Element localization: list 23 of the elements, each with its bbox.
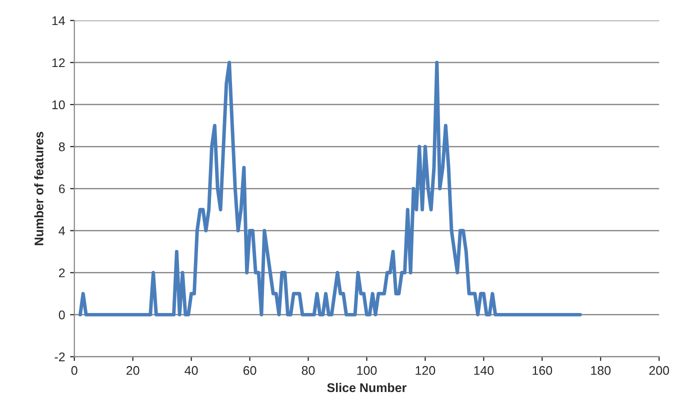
y-tick-label: 2: [59, 268, 65, 278]
x-tick-label: 80: [302, 366, 315, 375]
x-tick-label: 140: [474, 366, 494, 375]
y-tick-label: 10: [52, 100, 65, 110]
x-tick-label: 160: [532, 366, 552, 375]
y-tick-label: 8: [58, 142, 65, 152]
y-tick-label: -2: [54, 352, 65, 362]
x-axis-title: Slice Number: [327, 382, 406, 392]
y-tick-label: 4: [58, 226, 65, 236]
x-tick-label: 40: [184, 366, 198, 375]
y-axis-title: Number of features: [34, 132, 44, 246]
line-series: [78, 60, 582, 316]
x-tick-label: 100: [357, 366, 377, 375]
y-tick-label: 12: [52, 58, 65, 68]
y-tick-label: 6: [59, 184, 65, 194]
x-tick-label: 20: [126, 366, 140, 375]
x-tick-label: 200: [649, 366, 670, 375]
x-tick-label: 180: [591, 366, 611, 375]
x-tick-label: 60: [243, 366, 256, 375]
y-tick-label: 0: [58, 310, 65, 320]
x-tick-label: 120: [416, 366, 436, 375]
y-tick-label: 14: [52, 16, 65, 26]
x-tick-label: 0: [71, 366, 78, 375]
